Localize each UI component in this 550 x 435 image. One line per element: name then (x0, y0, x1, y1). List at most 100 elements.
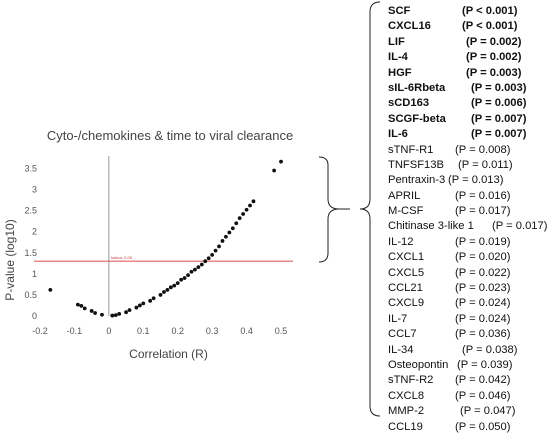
x-axis-title: Correlation (R) (129, 347, 208, 361)
cytokine-item: APRIL (P = 0.016) (388, 189, 548, 204)
cytokine-p-value: (P = 0.006) (471, 97, 527, 110)
cytokine-name: CXCL5 (388, 266, 425, 279)
cytokine-name: APRIL (388, 189, 421, 202)
y-tick-label: 2.5 (24, 206, 37, 216)
cytokine-p-value: (P = 0.046) (455, 389, 511, 402)
cytokine-name: Chitinase 3-like 1 (388, 220, 474, 233)
cytokine-item: Chitinase 3-like 1 (P = 0.017) (388, 219, 548, 234)
x-tick-label: 0.1 (137, 326, 150, 336)
y-tick-label: 0 (32, 311, 37, 321)
data-point (182, 276, 187, 280)
cytokine-item: sTNF-R1 (P = 0.008) (388, 143, 548, 158)
y-tick-label: 2 (32, 227, 37, 237)
data-point (206, 256, 211, 261)
cytokine-p-value: (P = 0.024) (455, 297, 511, 310)
data-point (241, 212, 246, 216)
cytokine-p-value: (P = 0.039) (457, 358, 513, 371)
cytokine-item: SCGF-beta (P = 0.007) (388, 112, 548, 127)
data-point (89, 309, 94, 313)
cytokine-name: SCGF-beta (388, 112, 446, 125)
cytokine-name: Pentraxin-3 (388, 174, 446, 187)
data-point (237, 216, 242, 221)
cytokine-item: HGF (P = 0.003) (388, 66, 548, 81)
cytokine-item: CCL7 (P = 0.036) (388, 327, 548, 342)
cytokine-name: HGF (388, 66, 412, 79)
cytokine-name: IL-12 (388, 235, 414, 248)
data-point (251, 199, 256, 204)
y-tick-label: 3.5 (24, 163, 37, 173)
figure: Cyto-/chemokines & time to viral clearan… (3, 1, 548, 433)
cytokine-name: TNFSF13B (388, 158, 444, 171)
cytokine-item: CXCL9 (P = 0.024) (388, 296, 548, 311)
list-bracket (359, 1, 381, 417)
data-point (158, 293, 163, 297)
cluster-bracket (318, 156, 340, 263)
cytokine-name: IL-6 (388, 128, 408, 141)
data-point (75, 302, 80, 307)
cytokine-p-value: (P = 0.013) (448, 174, 504, 187)
cytokine-p-value: (P = 0.024) (455, 312, 511, 325)
cytokine-item: SCF (P < 0.001) (388, 4, 548, 19)
cytokine-p-value: (P = 0.011) (458, 158, 513, 171)
data-point (244, 207, 249, 212)
cytokine-p-value: (P = 0.017) (492, 220, 548, 233)
data-point (210, 252, 215, 257)
cytokine-item: CXCL16 (P < 0.001) (388, 19, 548, 34)
x-tick-label: 0.4 (240, 326, 253, 336)
data-point (172, 283, 177, 288)
data-point (220, 239, 225, 243)
data-point (165, 287, 170, 292)
cytokine-p-value: (P = 0.003) (466, 66, 522, 79)
data-point (82, 306, 87, 311)
x-tick-label: -0.2 (32, 326, 48, 336)
cytokine-name: CCL19 (388, 420, 423, 433)
cytokine-item: CXCL5 (P = 0.022) (388, 266, 548, 281)
x-tick-label: 0.3 (206, 326, 219, 336)
cytokine-p-value: (P = 0.019) (455, 235, 511, 248)
cytokine-name: CCL21 (388, 282, 423, 295)
y-tick-label: 3 (32, 185, 37, 195)
brackets-layer (318, 1, 381, 417)
cytokine-name: Osteopontin (388, 358, 449, 371)
data-point (162, 290, 166, 294)
cytokine-p-value: (P = 0.008) (455, 143, 511, 156)
x-tick-label: 0 (106, 326, 111, 336)
cytokine-name: CXCL8 (388, 389, 425, 402)
cytokine-name: M-CSF (388, 205, 424, 218)
data-point (230, 226, 235, 231)
data-point (175, 281, 180, 286)
cytokine-name: sIL-6Rbeta (388, 81, 446, 94)
cytokine-item: IL-6 (P = 0.007) (388, 127, 548, 142)
cytokine-name: CCL7 (388, 328, 417, 341)
cytokine-name: IL-4 (388, 51, 408, 64)
cytokine-item: sTNF-R2 (P = 0.042) (388, 373, 548, 388)
cytokine-item: CCL21 (P = 0.023) (388, 281, 548, 296)
data-point (134, 305, 139, 310)
cytokine-item: CCL19 (P = 0.050) (388, 420, 548, 435)
data-point (113, 313, 118, 318)
data-point (224, 234, 228, 239)
cytokine-name: MMP-2 (388, 405, 425, 418)
cytokine-item: CXCL8 (P = 0.046) (388, 389, 548, 404)
cytokine-item: CXCL1 (P = 0.020) (388, 250, 548, 265)
cytokine-p-value: (P = 0.036) (455, 328, 511, 341)
cytokine-p-value: (P = 0.047) (460, 405, 516, 418)
cytokine-p-value: (P = 0.042) (455, 374, 511, 387)
data-point (279, 159, 283, 164)
data-point (148, 298, 153, 303)
chart-title: Cyto-/chemokines & time to viral clearan… (46, 128, 294, 143)
cytokine-name: sCD163 (388, 97, 430, 110)
scatter-plot: Iration: 0.05 -0.2 -0.1 0 0.1 0.2 0.3 0.4 0.5 0 0.… (3, 1, 381, 417)
cytokine-p-value: (P = 0.007) (471, 128, 527, 141)
data-point (203, 259, 208, 264)
cytokine-p-value: (P = 0.016) (455, 189, 511, 202)
cytokine-item: IL-34 (P = 0.038) (388, 343, 548, 358)
cytokine-name: LIF (388, 35, 405, 48)
data-point (199, 262, 204, 267)
cytokine-item: sCD163 (P = 0.006) (388, 96, 548, 111)
data-point (137, 303, 142, 308)
data-point (48, 287, 53, 292)
cytokine-p-value: (P = 0.023) (455, 282, 511, 295)
cytokine-item: Osteopontin (P = 0.039) (388, 358, 548, 373)
cytokine-item: TNFSF13B (P = 0.011) (388, 158, 548, 173)
